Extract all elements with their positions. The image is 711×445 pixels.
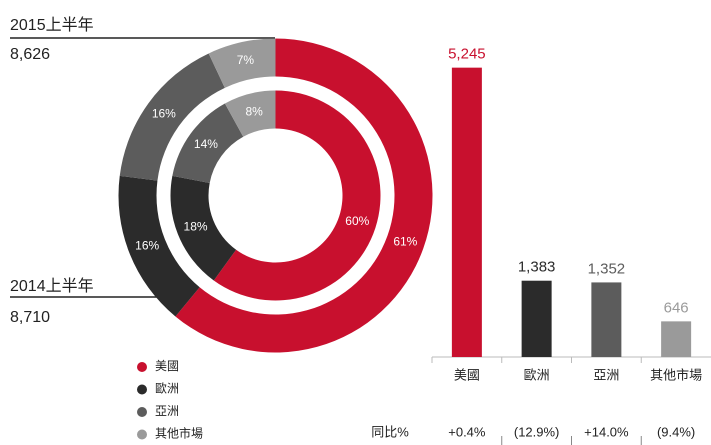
donut-slice [175, 38, 433, 353]
legend-swatch [137, 362, 147, 372]
slice-label: 16% [135, 238, 159, 252]
ring-name: 2015上半年 [10, 16, 94, 34]
legend-swatch [137, 407, 147, 417]
value-label: 1,383 [518, 259, 556, 276]
value-label: 1,352 [588, 260, 626, 277]
ring-total: 8,626 [10, 46, 50, 63]
value-label: 5,245 [448, 46, 486, 63]
slice-label: 7% [237, 53, 255, 67]
donut-slice [118, 175, 200, 317]
slice-label: 61% [393, 234, 417, 248]
x-tick-label: 歐洲 [524, 367, 550, 382]
yoy-label: 同比% [371, 424, 409, 439]
bar [591, 282, 622, 357]
donut-slice [224, 90, 276, 137]
donut-slice [208, 38, 276, 88]
yoy-value: (9.4%) [657, 424, 695, 439]
x-tick-label: 美國 [454, 367, 480, 382]
legend-swatch [137, 384, 147, 395]
value-label: 646 [664, 299, 689, 316]
yoy-value: (12.9%) [514, 424, 560, 439]
donut-slice [119, 53, 225, 181]
slice-label: 16% [152, 107, 176, 121]
slice-label: 18% [184, 219, 208, 233]
slice-label: 14% [194, 137, 218, 151]
donut-slice [213, 90, 381, 301]
slice-label: 8% [245, 104, 263, 118]
ring-total: 8,710 [10, 309, 50, 326]
legend-label: 歐洲 [155, 381, 179, 396]
slice-label: 60% [345, 214, 369, 228]
x-tick-label: 亞洲 [593, 367, 619, 382]
ring-name: 2014上半年 [10, 277, 94, 295]
yoy-value: +0.4% [448, 424, 486, 439]
bar [451, 67, 482, 358]
legend-label: 其他市場 [155, 426, 203, 441]
donut-slice [172, 103, 244, 183]
bar [521, 280, 552, 357]
yoy-value: +14.0% [584, 424, 629, 439]
bar [661, 321, 692, 357]
legend-swatch [137, 429, 147, 440]
donut-slice [170, 175, 237, 281]
x-tick-label: 其他市場 [650, 367, 702, 382]
legend-label: 亞洲 [155, 404, 179, 418]
legend-label: 美國 [155, 359, 179, 373]
